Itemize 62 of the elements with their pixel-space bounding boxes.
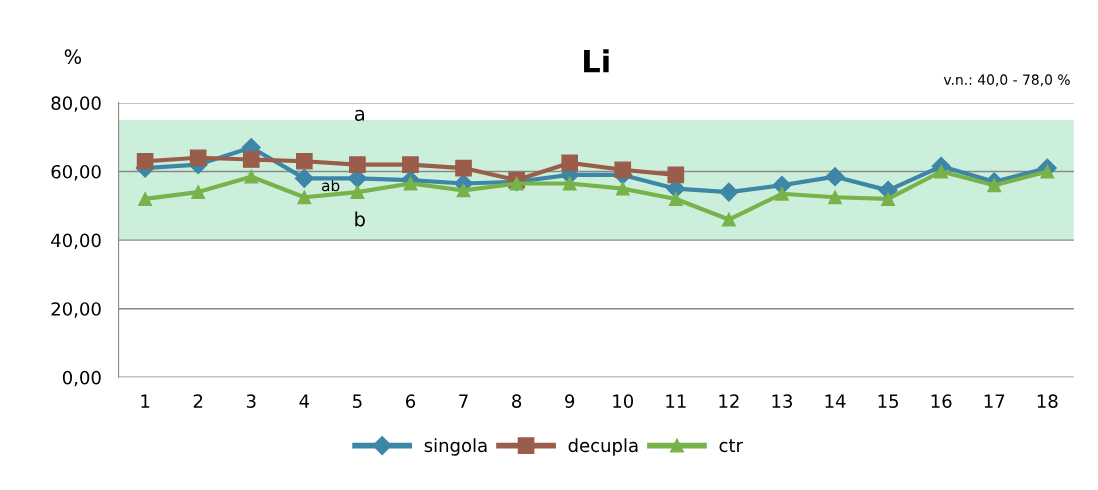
text: v.n.: 40,0 - 78,0 % [943, 74, 1070, 87]
point [562, 176, 577, 191]
point [455, 159, 472, 177]
chart-title: Li [584, 49, 609, 73]
x-tick-label: 4 [299, 394, 310, 408]
point [721, 212, 736, 227]
point [615, 181, 630, 196]
x-tick-label: 14 [825, 394, 846, 408]
point [138, 191, 153, 206]
x-tick-label: 17 [984, 394, 1005, 408]
point [614, 161, 632, 179]
annotation: ab [322, 179, 340, 192]
y-tick-label: 20,00 [51, 302, 101, 318]
legend-label: ctr [719, 439, 743, 453]
point [825, 167, 845, 187]
point [1040, 164, 1055, 179]
x-tick-label: 5 [353, 394, 362, 408]
point [667, 166, 685, 184]
y-tick-label: 80,00 [51, 96, 101, 112]
y-axis-title: % [64, 49, 82, 64]
point [456, 183, 471, 198]
x-tick-label: 7 [459, 394, 468, 408]
x-tick-label: 13 [772, 394, 792, 408]
point [295, 152, 313, 170]
legend-label: decupla [568, 438, 638, 456]
y-tick-label: 0,00 [62, 370, 101, 387]
point [668, 191, 683, 206]
legend-label: singola [424, 438, 487, 456]
annotation: b [355, 211, 365, 227]
x-tick-label: 11 [666, 394, 686, 408]
y-tick-label: 60,00 [51, 164, 101, 181]
point [561, 154, 579, 172]
point [828, 190, 842, 205]
x-tick-label: 18 [1037, 394, 1058, 408]
point [350, 185, 365, 200]
x-tick-label: 16 [931, 394, 952, 408]
x-tick-label: 10 [613, 394, 634, 408]
point [297, 190, 312, 205]
point [987, 178, 1002, 193]
x-tick-label: 8 [512, 394, 522, 408]
x-tick-label: 2 [193, 394, 203, 408]
point [775, 186, 789, 201]
point [136, 152, 154, 170]
y-tick-label: 40,00 [51, 233, 101, 250]
point [881, 191, 896, 206]
x-tick-label: 3 [246, 394, 256, 408]
point [403, 176, 418, 191]
x-tick-label: 12 [719, 394, 739, 408]
point [719, 182, 739, 202]
point [509, 176, 524, 191]
annotation: a [355, 109, 364, 121]
point [191, 185, 206, 200]
point [349, 156, 366, 173]
point [402, 156, 419, 173]
point [189, 149, 207, 167]
x-tick-label: 6 [405, 394, 416, 408]
point [244, 169, 259, 184]
x-tick-label: 9 [565, 394, 575, 408]
x-tick-label: 1 [141, 394, 150, 408]
point [294, 168, 314, 188]
x-tick-label: 15 [878, 394, 899, 408]
point [242, 151, 260, 168]
